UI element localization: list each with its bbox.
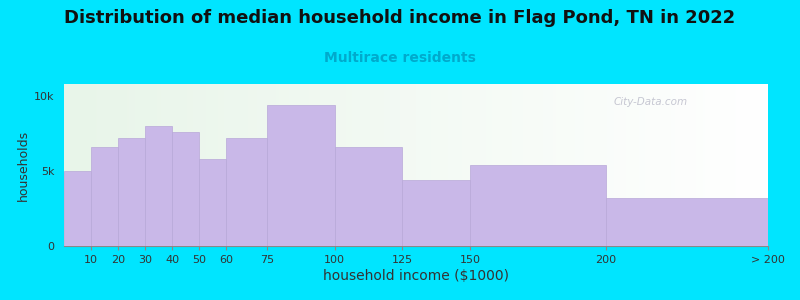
- Text: Multirace residents: Multirace residents: [324, 51, 476, 65]
- Text: City-Data.com: City-Data.com: [613, 97, 687, 107]
- Bar: [64, 171, 91, 246]
- Text: Distribution of median household income in Flag Pond, TN in 2022: Distribution of median household income …: [64, 9, 736, 27]
- Bar: [226, 138, 267, 246]
- Bar: [267, 105, 334, 246]
- Bar: [172, 132, 199, 246]
- Bar: [91, 147, 118, 246]
- Bar: [470, 165, 606, 246]
- Bar: [199, 159, 226, 246]
- Bar: [606, 198, 768, 246]
- X-axis label: household income ($1000): household income ($1000): [323, 269, 509, 283]
- Bar: [334, 147, 402, 246]
- Y-axis label: households: households: [17, 129, 30, 201]
- Bar: [402, 180, 470, 246]
- Bar: [118, 138, 146, 246]
- Bar: [146, 126, 172, 246]
